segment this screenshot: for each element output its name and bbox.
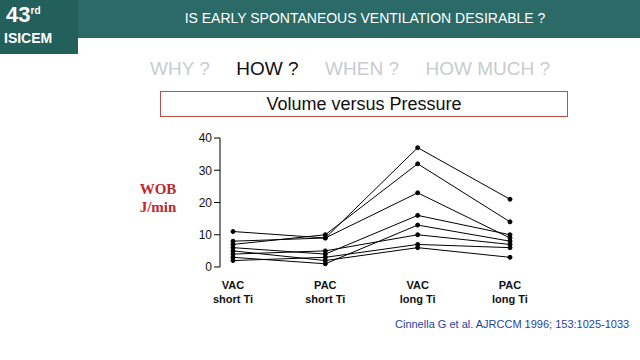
html-text:WHEN ?: WHEN ?	[325, 58, 399, 79]
html-text:WOB: WOB	[139, 181, 177, 197]
svg-text:30: 30	[199, 164, 213, 178]
html-text:HOW ?: HOW ?	[236, 58, 299, 79]
html-text:J/min: J/min	[139, 199, 177, 215]
html-text:rd: rd	[30, 4, 41, 16]
svg-text:VAClong Ti: VAClong Ti	[400, 279, 436, 305]
html-text:ISICEM: ISICEM	[4, 30, 53, 46]
svg-text:PACshort Ti: PACshort Ti	[305, 279, 345, 305]
svg-text:20: 20	[199, 196, 213, 210]
html-text:43: 43	[6, 2, 31, 27]
svg-text:VACshort Ti: VACshort Ti	[213, 279, 253, 305]
html-text:Cinnella G et al. AJRCCM 1996;: Cinnella G et al. AJRCCM 1996; 153:1025-…	[395, 318, 630, 330]
html-text:IS EARLY SPONTANEOUS VENTILATI: IS EARLY SPONTANEOUS VENTILATION DESIRAB…	[184, 10, 546, 26]
html-text:Volume versus Pressure: Volume versus Pressure	[266, 94, 462, 114]
svg-text:0: 0	[205, 260, 212, 274]
svg-text:40: 40	[199, 131, 213, 145]
html-text:HOW MUCH ?: HOW MUCH ?	[425, 58, 550, 79]
svg-text:PAClong Ti: PAClong Ti	[492, 279, 528, 305]
svg-text:10: 10	[199, 228, 213, 242]
html-text:WHY ?: WHY ?	[150, 58, 210, 79]
